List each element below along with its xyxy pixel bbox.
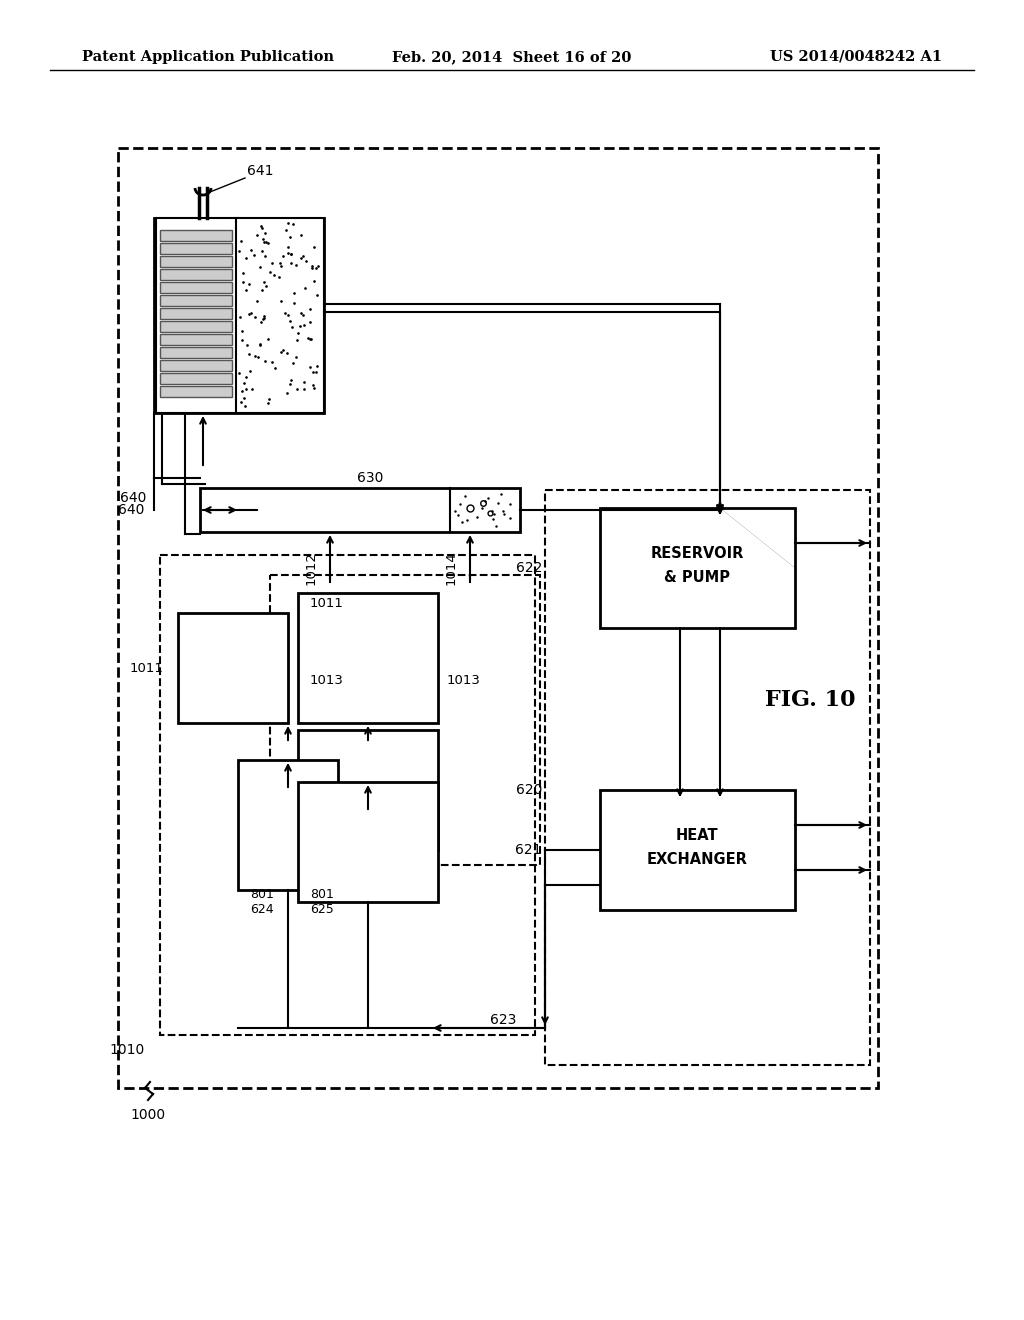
Text: & PUMP: & PUMP bbox=[664, 570, 730, 586]
Bar bbox=[160, 294, 232, 306]
Bar bbox=[298, 730, 438, 850]
Text: US 2014/0048242 A1: US 2014/0048242 A1 bbox=[770, 50, 942, 63]
Bar bbox=[160, 308, 232, 319]
Bar bbox=[160, 321, 232, 333]
Text: 1011: 1011 bbox=[310, 597, 344, 610]
Text: EXCHANGER: EXCHANGER bbox=[646, 853, 748, 867]
Text: 801: 801 bbox=[250, 888, 273, 902]
Text: RESERVOIR: RESERVOIR bbox=[650, 545, 743, 561]
Text: 1000: 1000 bbox=[130, 1107, 165, 1122]
Text: 641: 641 bbox=[247, 164, 273, 178]
Bar bbox=[160, 360, 232, 371]
Bar bbox=[160, 385, 232, 397]
Bar bbox=[160, 347, 232, 358]
Bar bbox=[160, 334, 232, 345]
Bar bbox=[160, 230, 232, 242]
Text: 1013: 1013 bbox=[310, 673, 344, 686]
Text: 1012: 1012 bbox=[305, 550, 318, 585]
Bar bbox=[160, 282, 232, 293]
Bar bbox=[600, 789, 795, 909]
Bar bbox=[178, 612, 288, 723]
Bar bbox=[118, 148, 878, 1088]
Text: 630: 630 bbox=[356, 471, 383, 484]
Bar bbox=[238, 760, 338, 890]
Bar bbox=[298, 781, 438, 902]
Text: 1013: 1013 bbox=[447, 673, 481, 686]
Text: 1014: 1014 bbox=[445, 552, 458, 585]
Text: FIG. 10: FIG. 10 bbox=[765, 689, 855, 711]
Text: 620: 620 bbox=[516, 783, 542, 797]
Text: 1011: 1011 bbox=[129, 661, 163, 675]
Bar bbox=[236, 218, 324, 413]
Bar bbox=[545, 490, 870, 1065]
Bar bbox=[160, 256, 232, 267]
Text: 623: 623 bbox=[490, 1012, 516, 1027]
Text: 622: 622 bbox=[516, 561, 542, 576]
Bar bbox=[600, 508, 795, 628]
Text: Feb. 20, 2014  Sheet 16 of 20: Feb. 20, 2014 Sheet 16 of 20 bbox=[392, 50, 632, 63]
Text: 640: 640 bbox=[120, 491, 146, 506]
Bar bbox=[154, 218, 324, 413]
Bar bbox=[156, 218, 238, 413]
Bar bbox=[160, 554, 535, 1035]
Text: 1010: 1010 bbox=[110, 1043, 145, 1057]
Text: 621: 621 bbox=[515, 843, 542, 857]
Bar bbox=[160, 269, 232, 280]
Text: 640: 640 bbox=[118, 503, 144, 517]
Text: 624: 624 bbox=[250, 903, 273, 916]
Bar bbox=[160, 243, 232, 253]
Bar bbox=[270, 576, 540, 865]
Bar bbox=[160, 374, 232, 384]
Text: 625: 625 bbox=[310, 903, 334, 916]
Text: HEAT: HEAT bbox=[676, 828, 718, 842]
Text: Patent Application Publication: Patent Application Publication bbox=[82, 50, 334, 63]
Bar bbox=[298, 593, 438, 723]
Text: 801: 801 bbox=[310, 888, 334, 902]
Bar bbox=[200, 488, 520, 532]
